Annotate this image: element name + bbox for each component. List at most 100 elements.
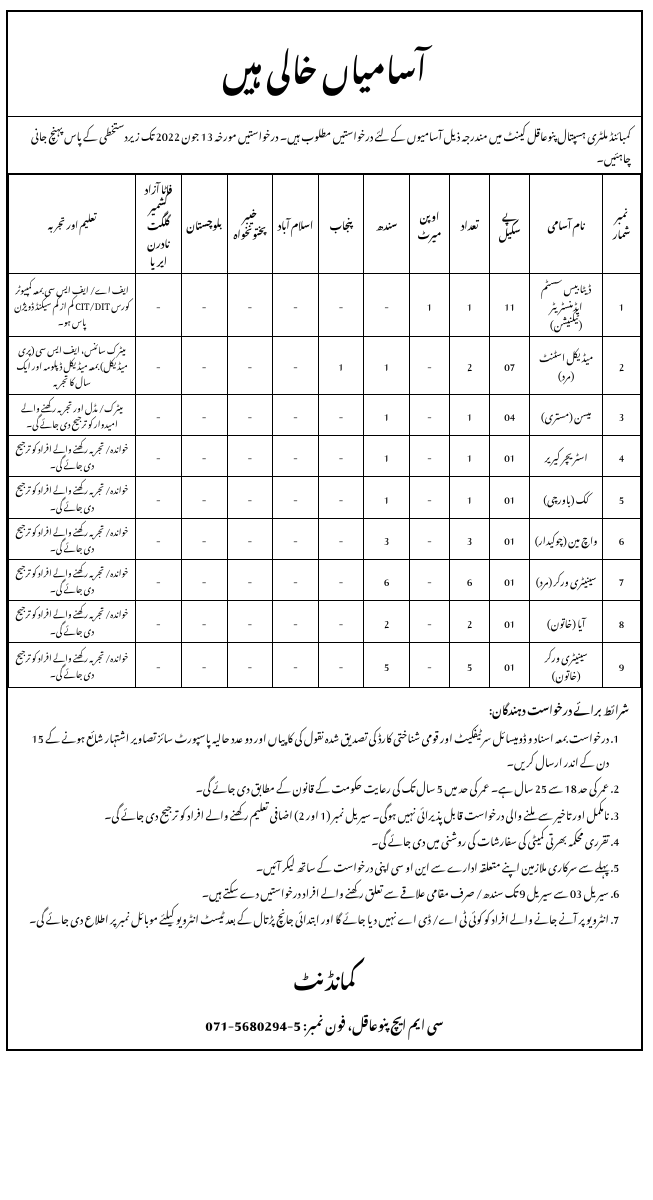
cell-merit: - (409, 560, 449, 601)
page-title: آسامیاں خالـــی ہیں (8, 24, 641, 104)
cell-kpk: - (227, 560, 273, 601)
cell-count: 6 (450, 560, 490, 601)
cell-fata: - (136, 435, 182, 476)
cell-islamabad: - (273, 477, 319, 518)
cell-scale: 04 (490, 394, 530, 435)
cell-num: 3 (603, 394, 641, 435)
cell-name: واچ مین (چوکیدار) (530, 518, 603, 559)
table-row: 2میڈیکل اسٹنٹ (مرد)072-11----میٹرک سائنس… (9, 337, 641, 395)
cell-count: 1 (450, 394, 490, 435)
cell-name: ڈیٹا بیس سسٹم ایڈمنسٹریٹر (ٹیکنیشن) (530, 274, 603, 337)
cell-count: 3 (450, 518, 490, 559)
cell-num: 5 (603, 477, 641, 518)
cell-punjab: - (318, 642, 364, 687)
cell-fata: - (136, 518, 182, 559)
cell-count: 5 (450, 642, 490, 687)
cell-islamabad: - (273, 518, 319, 559)
table-row: 7سینیٹری ورکر (مرد)016-6-----خواندہ/ تجر… (9, 560, 641, 601)
cell-merit: - (409, 477, 449, 518)
cell-sindh: 1 (364, 337, 410, 395)
cell-num: 2 (603, 337, 641, 395)
jobs-table: نمبر شمار نام آسامی پے سکیل تعداد اوپن م… (8, 174, 641, 688)
col-header-num: نمبر شمار (603, 175, 641, 274)
cell-islamabad: - (273, 274, 319, 337)
cell-fata: - (136, 274, 182, 337)
cell-count: 1 (450, 274, 490, 337)
condition-item: نامکمل اور تاخیر سے ملنے والی درخواست قا… (20, 801, 609, 825)
cell-balochistan: - (181, 394, 227, 435)
cell-balochistan: - (181, 477, 227, 518)
table-header-row: نمبر شمار نام آسامی پے سکیل تعداد اوپن م… (9, 175, 641, 274)
cell-punjab: - (318, 435, 364, 476)
cell-kpk: - (227, 518, 273, 559)
cell-balochistan: - (181, 642, 227, 687)
cell-name: کک (باورچی) (530, 477, 603, 518)
conditions-section: شرائط برائے درخواست دہندگان: درخواست بمع… (8, 688, 641, 942)
cell-islamabad: - (273, 394, 319, 435)
footer: کمانڈنٹ سی ایم ایچ پنوعاقل، فون نمبر: 5-… (8, 942, 641, 1049)
cell-edu: خواندہ/ تجربہ رکھنے والے افراد کو ترجیح … (9, 518, 136, 559)
cell-islamabad: - (273, 337, 319, 395)
cell-sindh: 3 (364, 518, 410, 559)
cell-fata: - (136, 394, 182, 435)
condition-item: درخواست بمعہ اسناد و ڈومیسائل سرٹیفکیٹ ا… (20, 724, 609, 772)
footer-contact: سی ایم ایچ پنوعاقل، فون نمبر: 5-5680294-… (8, 1006, 641, 1039)
condition-item: عمر کی حد 18 سے 25 سال ہے۔ عمر کی حد میں… (20, 774, 609, 798)
cell-balochistan: - (181, 435, 227, 476)
cell-balochistan: - (181, 601, 227, 642)
col-header-fata: فاٹا آزاد کشمیر گلگت نادرن ایریا (136, 175, 182, 274)
cell-edu: ایف اے/ ایف ایس سی بمعہ کمپیوٹر کورس CIT… (9, 274, 136, 337)
cell-merit: - (409, 337, 449, 395)
condition-item: سیریل 03 سے سیریل 9 تک سندھ/ صرف مقامی ع… (20, 879, 609, 903)
cell-balochistan: - (181, 560, 227, 601)
table-row: 4اسٹریچر کیریر011-1-----خواندہ/ تجربہ رک… (9, 435, 641, 476)
table-row: 8آیا (خاتون)012-2-----خواندہ/ تجربہ رکھن… (9, 601, 641, 642)
cell-punjab: - (318, 477, 364, 518)
cell-sindh: 5 (364, 642, 410, 687)
cell-num: 7 (603, 560, 641, 601)
cell-sindh: 2 (364, 601, 410, 642)
cell-num: 1 (603, 274, 641, 337)
cell-kpk: - (227, 477, 273, 518)
footer-title: کمانڈنٹ (8, 952, 641, 1002)
cell-name: اسٹریچر کیریر (530, 435, 603, 476)
page-header: آسامیاں خالـــی ہیں (8, 12, 641, 117)
col-header-punjab: پنجاب (318, 175, 364, 274)
cell-name: میڈیکل اسٹنٹ (مرد) (530, 337, 603, 395)
cell-sindh: 6 (364, 560, 410, 601)
cell-kpk: - (227, 274, 273, 337)
cell-islamabad: - (273, 560, 319, 601)
cell-punjab: - (318, 274, 364, 337)
cell-name: سینیٹری ورکر (خاتون) (530, 642, 603, 687)
cell-balochistan: - (181, 337, 227, 395)
cell-count: 1 (450, 435, 490, 476)
col-header-scale: پے سکیل (490, 175, 530, 274)
col-header-sindh: سندھ (364, 175, 410, 274)
cell-kpk: - (227, 435, 273, 476)
cell-sindh: - (364, 274, 410, 337)
conditions-list: درخواست بمعہ اسناد و ڈومیسائل سرٹیفکیٹ ا… (20, 724, 629, 930)
cell-scale: 01 (490, 642, 530, 687)
cell-scale: 01 (490, 518, 530, 559)
col-header-kpk: خیبر پختونخواہ (227, 175, 273, 274)
cell-fata: - (136, 642, 182, 687)
cell-kpk: - (227, 394, 273, 435)
cell-scale: 07 (490, 337, 530, 395)
cell-name: سینیٹری ورکر (مرد) (530, 560, 603, 601)
cell-sindh: 1 (364, 394, 410, 435)
cell-fata: - (136, 601, 182, 642)
cell-name: آیا (خاتون) (530, 601, 603, 642)
cell-scale: 11 (490, 274, 530, 337)
condition-item: تقرری محکمہ بھرتی کمیٹی کی سفارشات کی رو… (20, 827, 609, 851)
cell-edu: خواندہ/ تجربہ رکھنے والے افراد کو ترجیح … (9, 642, 136, 687)
cell-islamabad: - (273, 642, 319, 687)
cell-balochistan: - (181, 518, 227, 559)
cell-punjab: - (318, 518, 364, 559)
cell-merit: - (409, 435, 449, 476)
table-row: 9سینیٹری ورکر (خاتون)015-5-----خواندہ/ ت… (9, 642, 641, 687)
table-row: 6واچ مین (چوکیدار)013-3-----خواندہ/ تجرب… (9, 518, 641, 559)
cell-num: 8 (603, 601, 641, 642)
cell-edu: خواندہ/ تجربہ رکھنے والے افراد کو ترجیح … (9, 477, 136, 518)
cell-balochistan: - (181, 274, 227, 337)
cell-edu: خواندہ/ تجربہ رکھنے والے افراد کو ترجیح … (9, 560, 136, 601)
